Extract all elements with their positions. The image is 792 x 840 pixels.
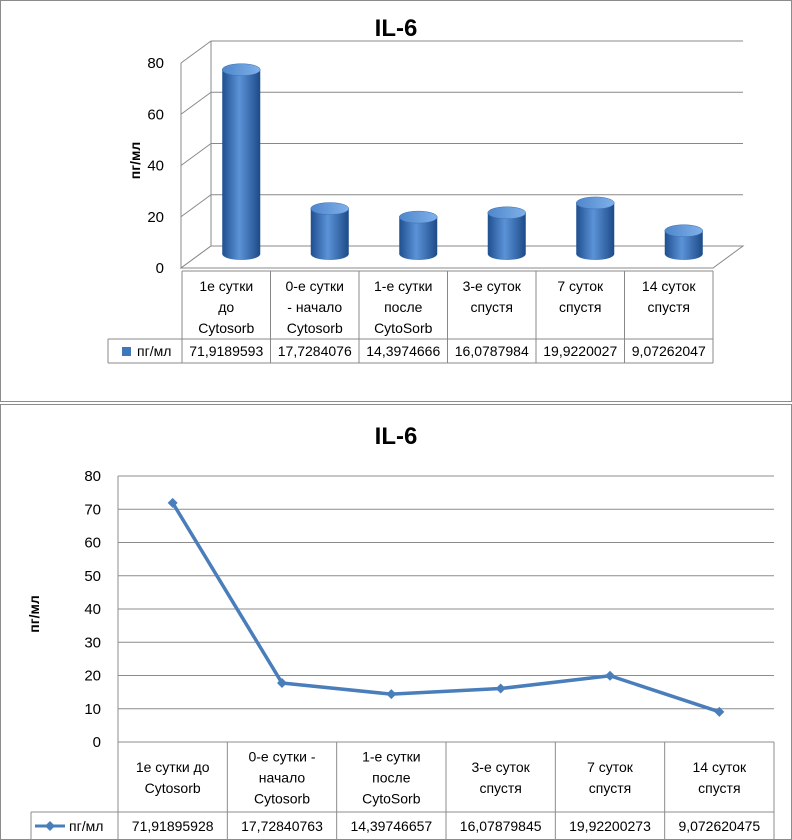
data-label: 14,39746657 xyxy=(350,818,432,834)
series-line xyxy=(171,501,720,714)
data-label: 17,72840763 xyxy=(241,818,323,834)
data-point xyxy=(167,497,178,508)
wall-gridline-side xyxy=(180,194,212,218)
y-tick-label: 0 xyxy=(156,260,164,277)
bar-chart-panel: IL-6 0 20 40 60 80 пг/мл 1е сутки до Cytosorb 71,… xyxy=(0,0,792,402)
bar-chart-title: IL-6 xyxy=(374,15,418,42)
category-label: 1е сутки xyxy=(199,278,253,294)
bar-top xyxy=(487,206,526,220)
y-tick-label: 70 xyxy=(84,501,101,518)
category-label: 14 суток xyxy=(693,759,748,775)
y-tick-label: 60 xyxy=(84,535,101,552)
data-label: 16,0787984 xyxy=(455,343,529,359)
category-label: Cytosorb xyxy=(287,320,343,336)
data-point xyxy=(495,683,506,694)
data-label: 9,07262047 xyxy=(632,343,706,359)
category-label: спустя xyxy=(471,299,513,315)
y-tick-label: 50 xyxy=(84,568,101,585)
data-label: 9,072620475 xyxy=(678,818,760,834)
bar xyxy=(399,217,438,260)
category-label: CytoSorb xyxy=(362,791,421,807)
chart-floor xyxy=(179,245,745,269)
legend-label: пг/мл xyxy=(137,343,171,359)
category-label: 0-е сутки xyxy=(286,278,344,294)
data-label: 16,07879845 xyxy=(460,818,542,834)
bar-chart: 0 20 40 60 80 пг/мл 1е сутки до Cytosorb 71,91895… xyxy=(107,40,745,364)
bar-top xyxy=(399,210,438,224)
wall-gridline-side xyxy=(180,40,212,64)
category-label: 3-е суток xyxy=(472,759,531,775)
category-label: Cytosorb xyxy=(254,791,310,807)
data-label: 17,7284076 xyxy=(278,343,352,359)
data-label: 19,92200273 xyxy=(569,818,651,834)
bar xyxy=(487,212,526,260)
category-label: после xyxy=(384,299,423,315)
wall-gridline-side xyxy=(180,143,212,166)
category-label: после xyxy=(372,770,411,786)
category-label: Cytosorb xyxy=(145,780,201,796)
category-label: спустя xyxy=(698,780,740,796)
line-chart: 0 10 20 30 40 50 60 70 80 пг/мл 1е сутки до Cytosor… xyxy=(26,468,775,839)
wall-gridline-side xyxy=(180,91,212,115)
data-point xyxy=(277,678,287,689)
bar xyxy=(222,69,261,260)
bar-top xyxy=(222,63,261,76)
data-label: 14,3974666 xyxy=(366,343,440,359)
category-label: 3-е суток xyxy=(463,278,522,294)
category-label: CytoSorb xyxy=(374,320,433,336)
bar-top xyxy=(310,202,349,215)
category-label: до xyxy=(218,299,234,315)
y-tick-label: 60 xyxy=(147,106,164,123)
category-label: начало xyxy=(259,770,306,786)
category-label: спустя xyxy=(479,780,521,796)
category-label: 7 суток xyxy=(557,278,604,294)
line-chart-panel: IL-6 0 10 20 30 40 50 60 70 80 пг/мл 1е сутки до Cy… xyxy=(0,404,792,840)
category-label: - начало xyxy=(287,299,342,315)
y-tick-label: 20 xyxy=(84,668,101,685)
bar xyxy=(664,230,703,260)
category-label: 0-е сутки - xyxy=(248,749,315,765)
line-chart-title: IL-6 xyxy=(374,423,418,450)
data-point xyxy=(605,670,615,681)
data-label: 19,9220027 xyxy=(543,343,617,359)
legend-label: пг/мл xyxy=(69,818,103,834)
legend-swatch xyxy=(122,347,131,356)
data-label: 71,91895928 xyxy=(132,818,214,834)
category-label: спустя xyxy=(648,299,690,315)
category-label: 1-е сутки xyxy=(362,749,420,765)
y-tick-label: 20 xyxy=(147,209,164,226)
data-label: 71,9189593 xyxy=(189,343,263,359)
y-tick-label: 0 xyxy=(93,734,101,751)
y-tick-label: 80 xyxy=(147,55,164,72)
data-point xyxy=(386,689,397,700)
data-point xyxy=(714,706,725,717)
bar-top xyxy=(576,196,615,210)
y-tick-label: 40 xyxy=(147,158,164,175)
y-tick-label: 40 xyxy=(84,601,101,618)
category-label: Cytosorb xyxy=(198,320,254,336)
category-label: 14 суток xyxy=(642,278,697,294)
category-label: спустя xyxy=(589,780,631,796)
legend-marker xyxy=(45,821,55,831)
category-label: спустя xyxy=(559,299,601,315)
y-tick-label: 30 xyxy=(84,634,101,651)
y-tick-label: 80 xyxy=(84,468,101,485)
category-label: 1е сутки до xyxy=(136,759,210,775)
y-axis-title: пг/мл xyxy=(127,142,143,179)
y-axis-title: пг/мл xyxy=(26,595,42,632)
y-tick-label: 10 xyxy=(84,701,101,718)
bar-top xyxy=(664,224,703,238)
bar xyxy=(310,208,349,260)
category-label: 7 суток xyxy=(587,759,634,775)
bar xyxy=(576,202,615,260)
category-label: 1-е сутки xyxy=(374,278,432,294)
